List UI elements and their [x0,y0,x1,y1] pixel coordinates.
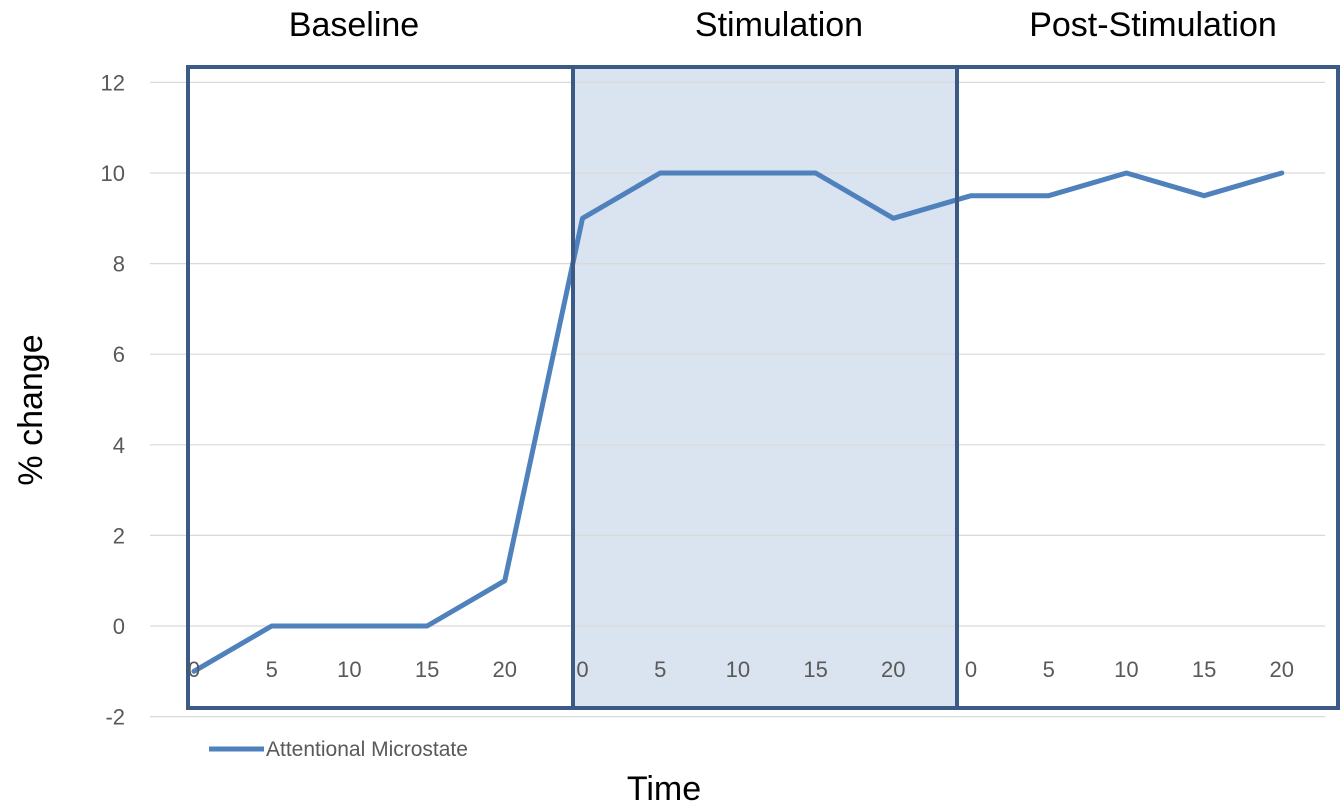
phase-border [955,65,1340,710]
x-tick-label: 10 [726,657,750,682]
stimulation-shading [573,67,957,708]
x-tick-label: 20 [493,657,517,682]
phase-border [186,65,575,710]
phase-title: Baseline [289,6,419,44]
series-line-0 [191,170,1285,674]
y-tick-label: 0 [113,614,125,639]
x-tick-label: 0 [576,657,588,682]
x-tick-label: 10 [1114,657,1138,682]
phase-title: Stimulation [695,6,863,44]
x-tick-label: 5 [266,657,278,682]
y-tick-label: -2 [105,705,125,730]
x-tick-label: 0 [188,657,200,682]
legend: Attentional Microstate [209,738,468,761]
x-tick-label: 15 [1192,657,1216,682]
x-tick-label: 15 [803,657,827,682]
y-tick-label: 2 [113,523,125,548]
y-tick-label: 8 [113,252,125,277]
legend-label: Attentional Microstate [266,738,468,761]
x-tick-label: 10 [337,657,361,682]
x-tick-label: 5 [1043,657,1055,682]
y-tick-label: 10 [101,161,125,186]
x-tick-label: 5 [654,657,666,682]
x-tick-label: 20 [1270,657,1294,682]
y-tick-label: 12 [101,70,125,95]
y-tick-label: 4 [113,433,125,458]
x-tick-label: 0 [965,657,977,682]
y-axis-title: % change [12,334,50,485]
x-tick-label: 15 [415,657,439,682]
x-axis-title: Time [627,770,701,807]
x-tick-label: 20 [881,657,905,682]
y-tick-label: 6 [113,342,125,367]
phase-title: Post-Stimulation [1029,6,1277,44]
